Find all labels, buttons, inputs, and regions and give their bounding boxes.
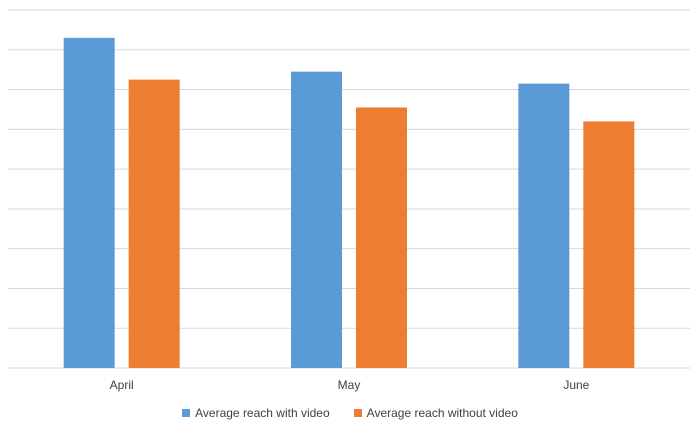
x-tick-label: May xyxy=(338,378,361,392)
legend-label: Average reach with video xyxy=(195,406,330,420)
legend-label: Average reach without video xyxy=(366,406,518,420)
bar-may-series-2 xyxy=(356,107,407,368)
bar-chart-plot: April May June xyxy=(8,9,690,392)
bar-june-series-1 xyxy=(518,83,570,368)
gridlines xyxy=(8,9,690,369)
x-tick-label: June xyxy=(563,378,589,392)
legend-swatch xyxy=(182,409,191,417)
bar-april-series-1 xyxy=(63,37,115,368)
legend-swatch xyxy=(353,409,362,417)
legend: Average reach with video Average reach wi… xyxy=(0,406,700,420)
x-tick-label: April xyxy=(110,378,134,392)
bar-june-series-2 xyxy=(583,121,635,368)
bar-april-series-2 xyxy=(128,79,180,368)
bars xyxy=(63,37,635,369)
legend-item: Average reach without video xyxy=(353,406,518,420)
legend-item: Average reach with video xyxy=(182,406,330,420)
bar-may-series-1 xyxy=(291,71,342,369)
